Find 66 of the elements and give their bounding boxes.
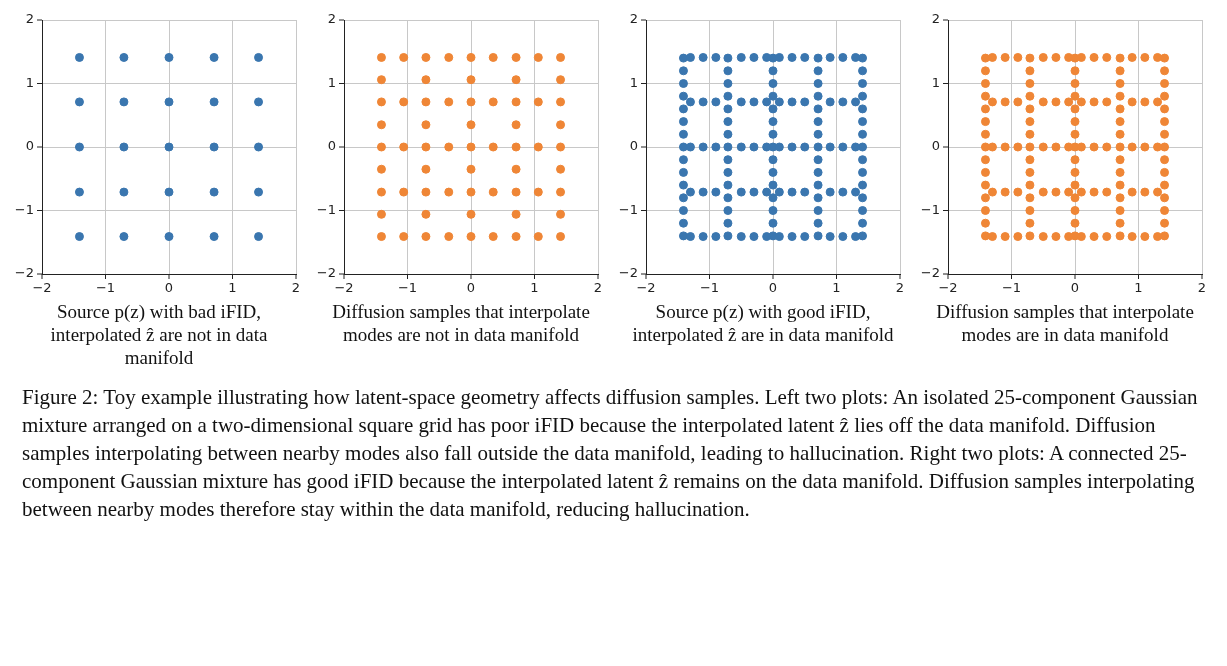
point bbox=[119, 232, 129, 242]
y-tick-label: 2 bbox=[629, 11, 638, 27]
point bbox=[119, 142, 129, 152]
y-tick-label: 0 bbox=[629, 138, 638, 154]
x-tick-label: −1 bbox=[1001, 279, 1022, 295]
x-tick-label: 0 bbox=[164, 279, 174, 295]
x-tick-label: 0 bbox=[1070, 279, 1080, 295]
point bbox=[209, 232, 219, 242]
y-tick-label: 0 bbox=[327, 138, 336, 154]
source-note: Source p(z) with good iFID, interpolated ẑ are in data manifold bbox=[631, 300, 895, 346]
y-tick-label: 0 bbox=[931, 138, 940, 154]
point bbox=[254, 187, 264, 197]
point bbox=[119, 187, 129, 197]
point bbox=[209, 97, 219, 107]
x-tick-label: 1 bbox=[228, 279, 237, 295]
point bbox=[74, 142, 84, 152]
source-note: Source p(z) with bad iFID, interpolated ẑ are not in data manifold bbox=[49, 300, 269, 369]
x-tick-label: 2 bbox=[593, 279, 603, 295]
point bbox=[74, 232, 84, 242]
point bbox=[254, 52, 264, 62]
point bbox=[164, 232, 174, 242]
x-tick-label: 2 bbox=[291, 279, 301, 295]
y-tick-label: 2 bbox=[25, 11, 34, 27]
point bbox=[119, 97, 129, 107]
x-tick-label: −1 bbox=[699, 279, 720, 295]
text: Diffusion samples that interpolate modes are in data manifold bbox=[935, 300, 1195, 346]
y-tick-label: −2 bbox=[14, 265, 34, 281]
y-tick-label: −2 bbox=[618, 265, 638, 281]
point bbox=[164, 187, 174, 197]
point bbox=[164, 52, 174, 62]
x-tick-label: 2 bbox=[895, 279, 905, 295]
x-tick-label: 1 bbox=[530, 279, 539, 295]
x-tick-label: −1 bbox=[397, 279, 418, 295]
y-tick-label: −2 bbox=[316, 265, 336, 281]
point bbox=[254, 232, 264, 242]
point bbox=[119, 52, 129, 62]
y-tick-label: −1 bbox=[618, 201, 638, 217]
y-tick-label: 1 bbox=[629, 74, 638, 90]
point bbox=[209, 52, 219, 62]
point bbox=[254, 97, 264, 107]
point bbox=[74, 187, 84, 197]
y-tick-label: −1 bbox=[316, 201, 336, 217]
caption: Figure 2: Toy example illustrating how latent-space geometry affects diffusion samples. Left two plots: An isolated 25-component Gaussian mixture arranged on a two-dimensional square grid has poor iFID because the interpolated latent ẑ lies off the data manifold. Diffusion samples interpolating between nearby modes also fall outside the data manifold, leading to hallucination. Right two plots: A connected 25-component Gaussian mixture has good iFID because the interpolated latent ẑ remains on the data manifold. Diffusion samples interpolating between nearby modes therefore stay within the data manifold, reducing hallucination. bbox=[21, 384, 1199, 523]
x-tick-label: 2 bbox=[1197, 279, 1207, 295]
x-tick-label: 0 bbox=[466, 279, 476, 295]
x-tick-label: −1 bbox=[95, 279, 116, 295]
y-tick-label: 2 bbox=[931, 11, 940, 27]
y-tick-label: 2 bbox=[327, 11, 336, 27]
y-tick-label: 1 bbox=[931, 74, 940, 90]
point bbox=[254, 142, 264, 152]
y-tick-label: 1 bbox=[327, 74, 336, 90]
y-tick-label: −1 bbox=[14, 201, 34, 217]
x-tick-label: 0 bbox=[768, 279, 778, 295]
point bbox=[74, 97, 84, 107]
x-tick-label: 1 bbox=[1134, 279, 1143, 295]
y-tick-label: −1 bbox=[920, 201, 940, 217]
point bbox=[209, 187, 219, 197]
text: Diffusion samples that interpolate modes are not in data manifold bbox=[331, 300, 591, 346]
y-tick-label: 0 bbox=[25, 138, 34, 154]
y-tick-label: −2 bbox=[920, 265, 940, 281]
point bbox=[164, 142, 174, 152]
point bbox=[74, 52, 84, 62]
x-tick-label: 1 bbox=[832, 279, 841, 295]
y-tick-label: 1 bbox=[25, 74, 34, 90]
point bbox=[209, 142, 219, 152]
point bbox=[164, 97, 174, 107]
